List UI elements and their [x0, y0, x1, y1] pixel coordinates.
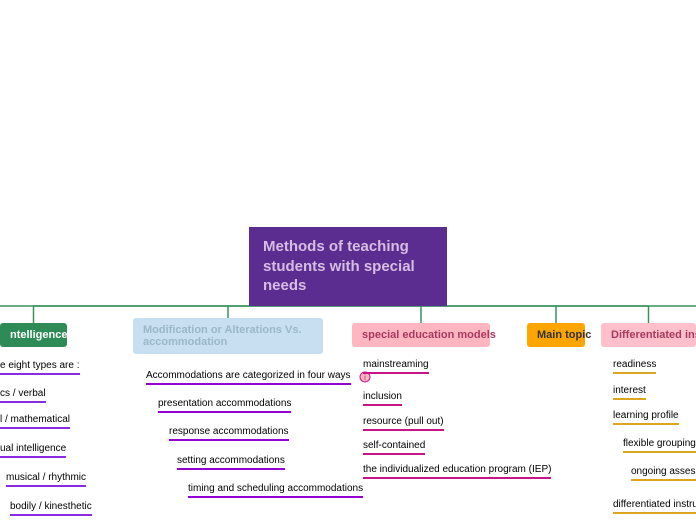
leaf-sem-1[interactable]: inclusion	[363, 391, 402, 406]
leaf-sem-3[interactable]: self-contained	[363, 440, 425, 455]
branch-mi[interactable]: ntelligences	[0, 323, 67, 347]
leaf-diff-0[interactable]: readiness	[613, 359, 656, 374]
leaf-mi-3[interactable]: ual intelligence	[0, 443, 66, 458]
leaf-mod-3[interactable]: setting accommodations	[177, 455, 285, 470]
branch-main[interactable]: Main topic	[527, 323, 585, 347]
branch-diff[interactable]: Differentiated inst	[601, 323, 696, 347]
branch-sem[interactable]: special education models	[352, 323, 490, 347]
leaf-diff-4[interactable]: ongoing assessm	[631, 466, 696, 481]
leaf-diff-1[interactable]: interest	[613, 385, 646, 400]
leaf-diff-3[interactable]: flexible grouping	[623, 438, 696, 453]
leaf-mod-2[interactable]: response accommodations	[169, 426, 289, 441]
leaf-mod-1[interactable]: presentation accommodations	[158, 398, 291, 413]
branch-mod[interactable]: Modification or Alterations Vs. accommod…	[133, 318, 323, 354]
leaf-mod-4[interactable]: timing and scheduling accommodations	[188, 483, 363, 498]
leaf-mi-4[interactable]: musical / rhythmic	[6, 472, 86, 487]
leaf-sem-2[interactable]: resource (pull out)	[363, 416, 444, 431]
root-label: Methods of teaching students with specia…	[263, 238, 415, 294]
leaf-diff-2[interactable]: learning profile	[613, 410, 679, 425]
leaf-sem-4[interactable]: the individualized education program (IE…	[363, 464, 551, 479]
root-topic: Methods of teaching students with specia…	[249, 227, 447, 306]
leaf-mod-0[interactable]: Accommodations are categorized in four w…	[146, 370, 351, 385]
leaf-sem-0[interactable]: mainstreaming	[363, 359, 429, 374]
leaf-mi-1[interactable]: cs / verbal	[0, 388, 46, 403]
leaf-mi-5[interactable]: bodily / kinesthetic	[10, 501, 92, 516]
svg-text:i: i	[364, 373, 366, 382]
leaf-mi-2[interactable]: l / mathematical	[0, 414, 70, 429]
leaf-mi-0[interactable]: e eight types are :	[0, 360, 80, 375]
leaf-diff-5[interactable]: differentiated instruc	[613, 499, 696, 514]
